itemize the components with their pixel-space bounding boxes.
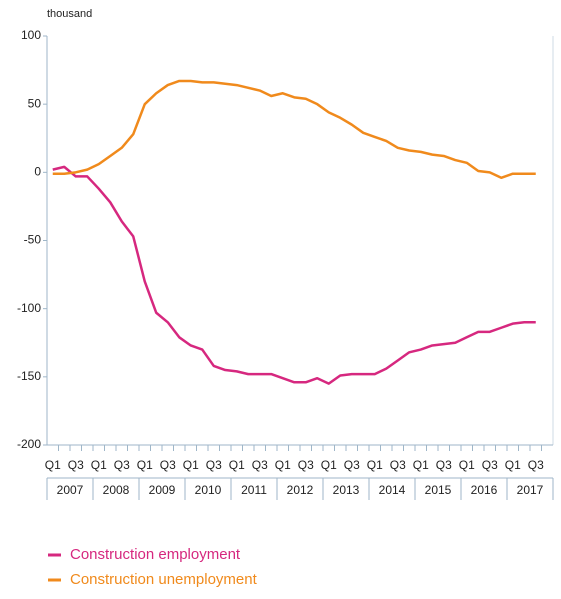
x-tick-label: Q1 xyxy=(229,458,245,472)
y-tick-label: 0 xyxy=(34,165,41,179)
x-tick-label: Q1 xyxy=(459,458,475,472)
x-tick-label: Q1 xyxy=(91,458,107,472)
legend-label: Construction unemployment xyxy=(70,571,258,588)
year-label: 2011 xyxy=(241,483,267,497)
x-tick-label: Q3 xyxy=(528,458,544,472)
year-label: 2008 xyxy=(103,483,130,497)
y-unit: thousand xyxy=(47,8,92,20)
x-tick-label: Q1 xyxy=(45,458,61,472)
legend-label: Construction employment xyxy=(70,546,241,563)
x-tick-label: Q3 xyxy=(114,458,130,472)
x-tick-label: Q1 xyxy=(137,458,153,472)
y-tick-label: -150 xyxy=(17,369,41,383)
year-label: 2013 xyxy=(333,483,360,497)
x-tick-label: Q3 xyxy=(482,458,498,472)
year-label: 2015 xyxy=(425,483,452,497)
year-label: 2016 xyxy=(471,483,498,497)
x-tick-label: Q3 xyxy=(390,458,406,472)
x-tick-label: Q3 xyxy=(160,458,176,472)
y-tick-label: 50 xyxy=(28,96,42,110)
x-tick-label: Q1 xyxy=(275,458,291,472)
x-tick-label: Q3 xyxy=(344,458,360,472)
year-label: 2017 xyxy=(517,483,544,497)
x-tick-label: Q3 xyxy=(298,458,314,472)
y-tick-label: 100 xyxy=(21,28,41,42)
y-tick-label: -50 xyxy=(24,233,42,247)
year-label: 2007 xyxy=(57,483,84,497)
year-label: 2009 xyxy=(149,483,176,497)
x-tick-label: Q3 xyxy=(68,458,84,472)
year-label: 2010 xyxy=(195,483,222,497)
y-tick-label: -100 xyxy=(17,301,41,315)
x-tick-label: Q1 xyxy=(367,458,383,472)
x-tick-label: Q1 xyxy=(505,458,521,472)
year-label: 2012 xyxy=(287,483,314,497)
x-tick-label: Q3 xyxy=(252,458,268,472)
x-tick-label: Q1 xyxy=(413,458,429,472)
series-line xyxy=(52,79,536,180)
x-tick-label: Q3 xyxy=(206,458,222,472)
x-tick-label: Q1 xyxy=(183,458,199,472)
y-tick-label: -200 xyxy=(17,437,41,451)
x-tick-label: Q3 xyxy=(436,458,452,472)
series-line xyxy=(52,165,536,385)
x-tick-label: Q1 xyxy=(321,458,337,472)
year-label: 2014 xyxy=(379,483,406,497)
